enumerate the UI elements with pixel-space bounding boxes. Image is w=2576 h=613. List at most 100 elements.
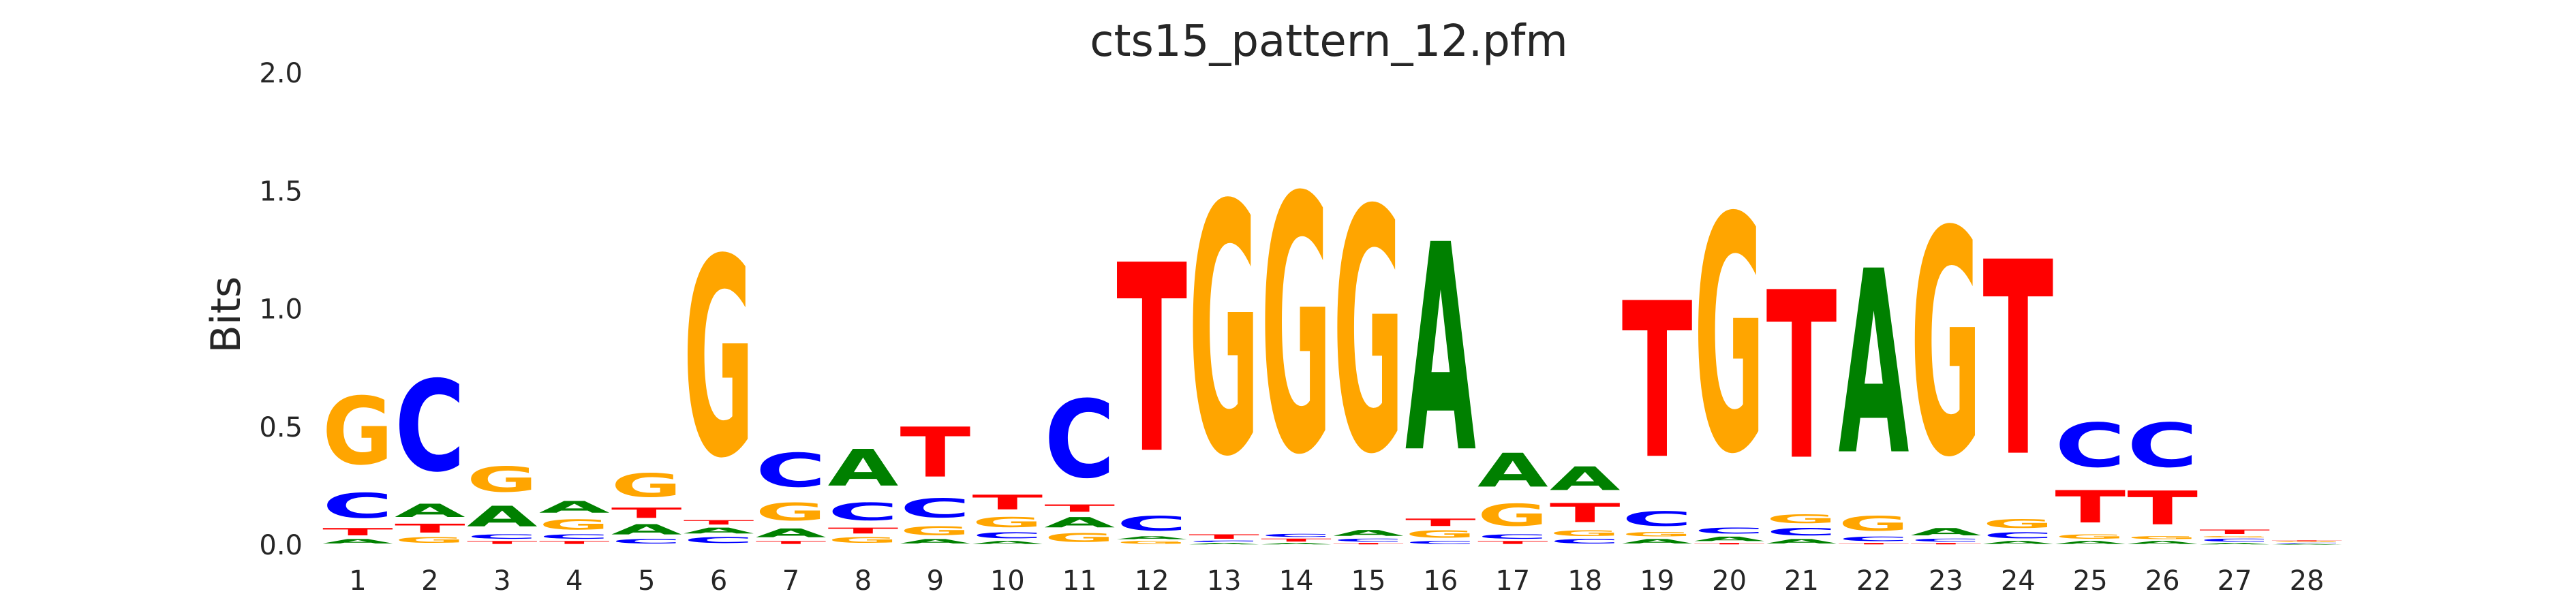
logo-letter-c: C [1405,540,1476,545]
x-tick-label: 26 [2145,565,2180,597]
chart-title: cts15_pattern_12.pfm [1090,16,1568,67]
logo-letter-c: C [2271,543,2342,544]
logo-letter-t: T [684,519,754,526]
logo-letter-c: C [1477,533,1548,540]
logo-letter-a: A [1116,535,1187,540]
logo-letter-c: C [684,535,754,545]
logo-letter-c: C [611,538,682,545]
logo-letter-g: G [2199,535,2270,537]
logo-letter-c: C [1766,526,1837,537]
x-tick-label: 21 [1784,565,1819,597]
logo-letter-t: T [1910,543,1981,545]
logo-letter-c: C [1116,512,1187,535]
x-tick-label: 28 [2290,565,2325,597]
logo-letter-g: G [1839,512,1910,536]
logo-letter-c: C [1694,526,1765,535]
y-tick-label: 0.0 [259,530,303,561]
logo-letter-t: T [2271,540,2342,541]
logo-letter-g: G [1189,132,1259,532]
logo-letter-g: G [900,524,970,538]
logo-letter-a: A [1911,526,1982,537]
x-tick-label: 8 [855,565,872,597]
logo-letter-c: C [539,533,610,540]
logo-letter-t: T [1839,543,1910,545]
x-tick-label: 2 [421,565,438,597]
logo-letter-t: T [1550,498,1621,529]
logo-letter-t: T [2055,481,2126,533]
logo-letter-t: T [322,526,393,537]
logo-letter-g: G [1766,512,1837,526]
logo-letter-c: C [1550,538,1621,545]
logo-letter-t: T [972,490,1043,514]
logo-letter-g: G [828,535,899,545]
logo-letter-c: C [2055,410,2126,481]
logo-letter-g: G [1044,531,1115,545]
logo-letter-t: T [1261,538,1332,543]
logo-letter-g: G [1982,517,2053,531]
logo-letter-a: A [611,521,682,537]
x-tick-label: 18 [1567,565,1602,597]
x-tick-label: 11 [1062,565,1097,597]
logo-letter-g: G [467,460,538,501]
logo-letter-g: G [1694,149,1765,525]
logo-letter-g: G [1405,529,1476,540]
x-tick-label: 17 [1495,565,1530,597]
logo-letter-g: G [1477,498,1548,533]
logo-letter-t: T [395,521,465,535]
logo-letter-g: G [756,498,827,526]
logo-letter-t: T [1766,243,1838,511]
logo-letter-g: G [684,201,754,518]
y-tick-label: 2.0 [259,58,303,89]
logo-letter-c: C [1044,378,1115,503]
y-axis-ticks: 0.0 0.5 1.0 1.5 2.0 [259,58,303,561]
x-tick-label: 24 [2001,565,2036,597]
logo-letter-a: A [1766,538,1837,545]
logo-letter-a: A [1982,540,2053,545]
logo-letter-a: A [1261,543,1332,545]
logo-letter-a: A [1405,185,1477,516]
logo-letter-t: T [467,540,538,545]
x-tick-label: 5 [638,565,655,597]
y-tick-label: 0.5 [259,412,303,443]
logo-letter-g: G [1261,124,1332,532]
logo-letter-g: G [2055,533,2126,540]
x-tick-label: 22 [1856,565,1891,597]
logo-letter-a: A [900,538,971,545]
logo-letter-c: C [900,493,970,524]
logo-letter-g: G [1622,531,1693,537]
logo-letter-c: C [1839,535,1910,542]
logo-letter-t: T [1694,543,1765,545]
logo-letter-a: A [322,538,393,545]
logo-letter-c: C [2199,538,2270,543]
logo-letter-c: C [2127,410,2198,481]
x-tick-label: 16 [1423,565,1458,597]
x-tick-label: 13 [1207,565,1242,597]
x-tick-label: 10 [990,565,1025,597]
logo-letter-a: A [395,500,465,521]
logo-letter-a: A [1622,538,1693,545]
logo-letter-c: C [1333,538,1404,543]
logo-letter-a: A [1550,460,1621,498]
logo-letter-t: T [2199,529,2270,535]
logo-letter-t: T [1405,517,1476,529]
x-tick-label: 4 [566,565,583,597]
x-axis-ticks: 1 2 3 4 5 6 7 8 9 10 11 12 13 14 15 16 17 18 19 20 21 22 23 24 2… [349,565,2324,597]
x-tick-label: 1 [349,565,366,597]
logo-letter-a: A [1477,444,1548,498]
x-tick-label: 12 [1135,565,1169,597]
logo-letter-t: T [1477,540,1548,545]
logo-letter-c: C [1189,540,1259,542]
logo-letter-t: T [1622,258,1693,507]
x-tick-label: 3 [493,565,510,597]
logo-letter-a: A [467,501,538,533]
logo-letter-c: C [322,486,393,526]
logo-letter-c: C [756,444,827,498]
x-tick-label: 23 [1929,565,1963,597]
logo-letter-g: G [2271,541,2342,543]
logo-letter-g: G [322,377,393,486]
x-tick-label: 9 [927,565,944,597]
logo-letter-c: C [1261,533,1332,538]
logo-letter-t: T [539,540,610,545]
logo-letter-g: G [1333,141,1404,528]
